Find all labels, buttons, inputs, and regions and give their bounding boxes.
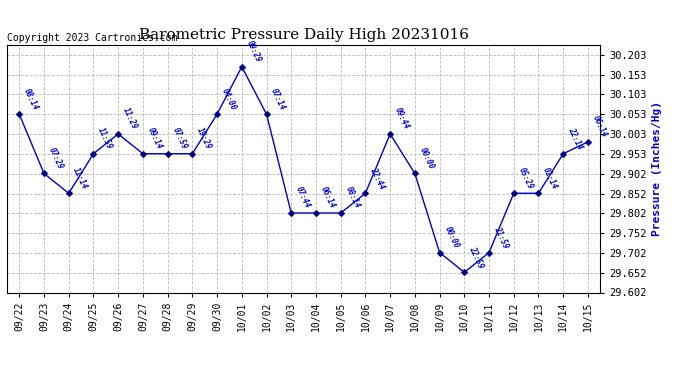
Text: 08:14: 08:14 [344, 186, 362, 210]
Point [261, 111, 272, 117]
Text: 19:29: 19:29 [195, 126, 213, 151]
Point [310, 210, 322, 216]
Point [212, 111, 223, 117]
Point [558, 151, 569, 157]
Text: 08:14: 08:14 [22, 87, 40, 111]
Point [112, 131, 124, 137]
Point [286, 210, 297, 216]
Point [582, 139, 593, 145]
Point [335, 210, 346, 216]
Point [384, 131, 395, 137]
Point [484, 250, 495, 256]
Text: 04:00: 04:00 [220, 87, 238, 111]
Text: 06:14: 06:14 [591, 114, 609, 139]
Text: 11:29: 11:29 [121, 106, 139, 131]
Point [162, 151, 173, 157]
Text: 11:14: 11:14 [72, 166, 90, 190]
Point [137, 151, 148, 157]
Text: 07:59: 07:59 [170, 126, 188, 151]
Point [39, 171, 50, 177]
Text: 07:44: 07:44 [294, 186, 312, 210]
Y-axis label: Pressure (Inches/Hg): Pressure (Inches/Hg) [652, 101, 662, 236]
Point [187, 151, 198, 157]
Text: 00:00: 00:00 [417, 146, 435, 171]
Text: 09:44: 09:44 [393, 106, 411, 131]
Point [409, 171, 420, 177]
Text: 05:29: 05:29 [517, 166, 535, 190]
Text: 07:14: 07:14 [269, 87, 287, 111]
Point [360, 190, 371, 196]
Text: 01:14: 01:14 [541, 166, 559, 190]
Text: 21:59: 21:59 [492, 225, 510, 250]
Text: Copyright 2023 Cartronics.com: Copyright 2023 Cartronics.com [7, 33, 177, 42]
Point [63, 190, 75, 196]
Text: 09:29: 09:29 [244, 39, 262, 64]
Text: 22:59: 22:59 [467, 245, 485, 270]
Point [434, 250, 445, 256]
Title: Barometric Pressure Daily High 20231016: Barometric Pressure Daily High 20231016 [139, 28, 469, 42]
Point [533, 190, 544, 196]
Point [459, 269, 470, 275]
Text: 00:00: 00:00 [442, 225, 460, 250]
Text: 07:29: 07:29 [47, 146, 65, 171]
Point [14, 111, 25, 117]
Text: 22:44: 22:44 [368, 166, 386, 190]
Text: 06:14: 06:14 [319, 186, 337, 210]
Text: 09:14: 09:14 [146, 126, 164, 151]
Point [509, 190, 520, 196]
Text: 22:14: 22:14 [566, 126, 584, 151]
Text: 11:59: 11:59 [96, 126, 114, 151]
Point [88, 151, 99, 157]
Point [236, 64, 247, 70]
